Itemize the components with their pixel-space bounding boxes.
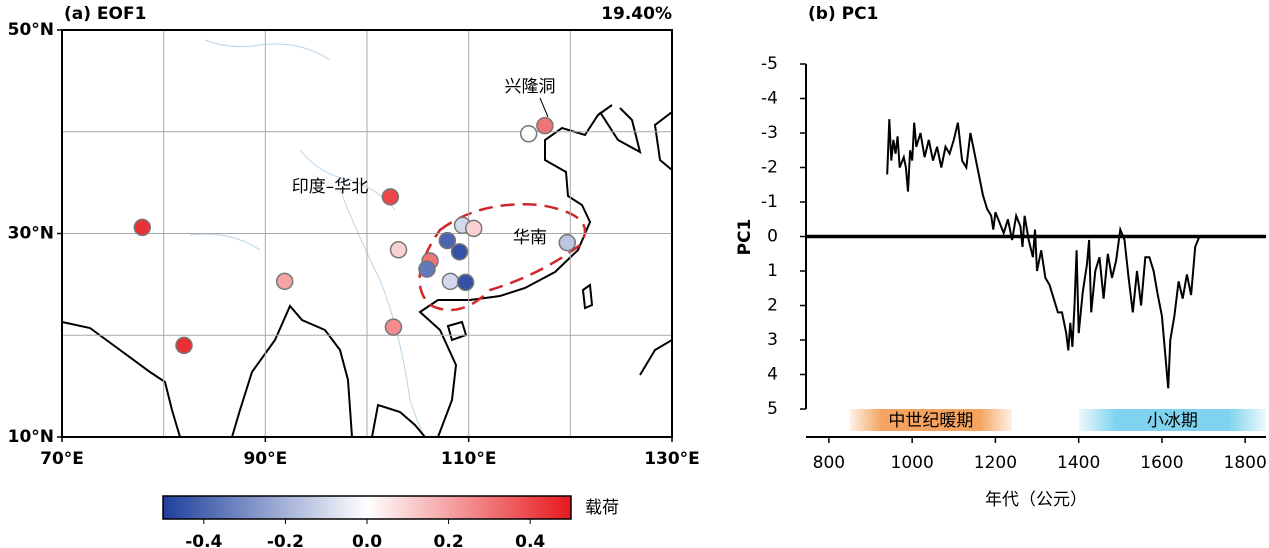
y-tick-label: 0 — [767, 227, 778, 247]
site-marker — [438, 231, 457, 250]
site-marker — [441, 272, 460, 291]
site-marker — [519, 125, 538, 143]
variance-label: 19.40% — [601, 4, 672, 24]
site-marker — [418, 260, 436, 278]
x-tick-label: 1800 — [1224, 453, 1267, 473]
site-marker — [558, 233, 577, 252]
region-label: 华南 — [513, 228, 547, 248]
site-marker — [450, 243, 469, 261]
y-tick-label: 50°N — [8, 20, 54, 40]
y-tick-label: 1 — [767, 261, 778, 281]
x-tick-label: 70°E — [40, 449, 84, 469]
x-axis-title: 年代（公元） — [985, 490, 1087, 510]
colorbar-tick-label: -0.4 — [185, 532, 222, 548]
site-pointer — [539, 97, 549, 118]
y-tick-label: 2 — [767, 296, 778, 316]
region-label: 印度–华北 — [292, 177, 369, 197]
x-tick-label: 110°E — [441, 449, 497, 469]
y-tick-label: -5 — [761, 54, 778, 74]
period-label: 小冰期 — [1147, 411, 1198, 431]
period-band — [849, 409, 1013, 431]
panel-title: (b) PC1 — [808, 4, 878, 24]
site-marker — [275, 272, 294, 291]
panel-title: (a) EOF1 — [64, 4, 146, 24]
site-marker — [384, 318, 403, 336]
colorbar-label: 载荷 — [585, 498, 619, 518]
region-outline — [418, 203, 587, 312]
x-tick-label: 130°E — [644, 449, 700, 469]
y-tick-label: 5 — [767, 399, 778, 419]
y-axis-title: PC1 — [735, 219, 755, 256]
colorbar-tick-label: 0.0 — [352, 532, 382, 548]
x-tick-label: 1200 — [974, 453, 1017, 473]
site-marker — [175, 336, 193, 355]
period-band — [1078, 409, 1266, 431]
period-label: 中世纪暖期 — [888, 411, 973, 431]
x-tick-label: 1000 — [891, 453, 934, 473]
y-tick-label: -3 — [761, 123, 778, 143]
site-label: 兴隆洞 — [505, 77, 556, 97]
site-marker — [133, 218, 152, 237]
y-tick-label: 10°N — [8, 427, 54, 447]
pc-line — [886, 119, 1201, 389]
site-marker — [465, 219, 483, 238]
x-tick-label: 800 — [813, 453, 845, 473]
x-tick-label: 90°E — [243, 449, 287, 469]
colorbar-tick-label: -0.2 — [267, 532, 304, 548]
site-marker — [389, 241, 408, 259]
site-marker — [456, 273, 475, 292]
y-tick-label: -1 — [761, 192, 778, 212]
site-marker — [536, 116, 554, 135]
colorbar-tick-label: 0.2 — [434, 532, 464, 548]
colorbar — [162, 495, 572, 520]
colorbar-tick-label: 0.4 — [515, 532, 545, 548]
site-marker — [381, 188, 400, 206]
x-tick-label: 1400 — [1057, 453, 1100, 473]
y-tick-label: 30°N — [8, 224, 54, 244]
y-tick-label: -4 — [761, 89, 778, 109]
y-tick-label: 4 — [767, 365, 778, 385]
x-tick-label: 1600 — [1140, 453, 1183, 473]
y-tick-label: 3 — [767, 330, 778, 350]
y-tick-label: -2 — [761, 158, 778, 178]
